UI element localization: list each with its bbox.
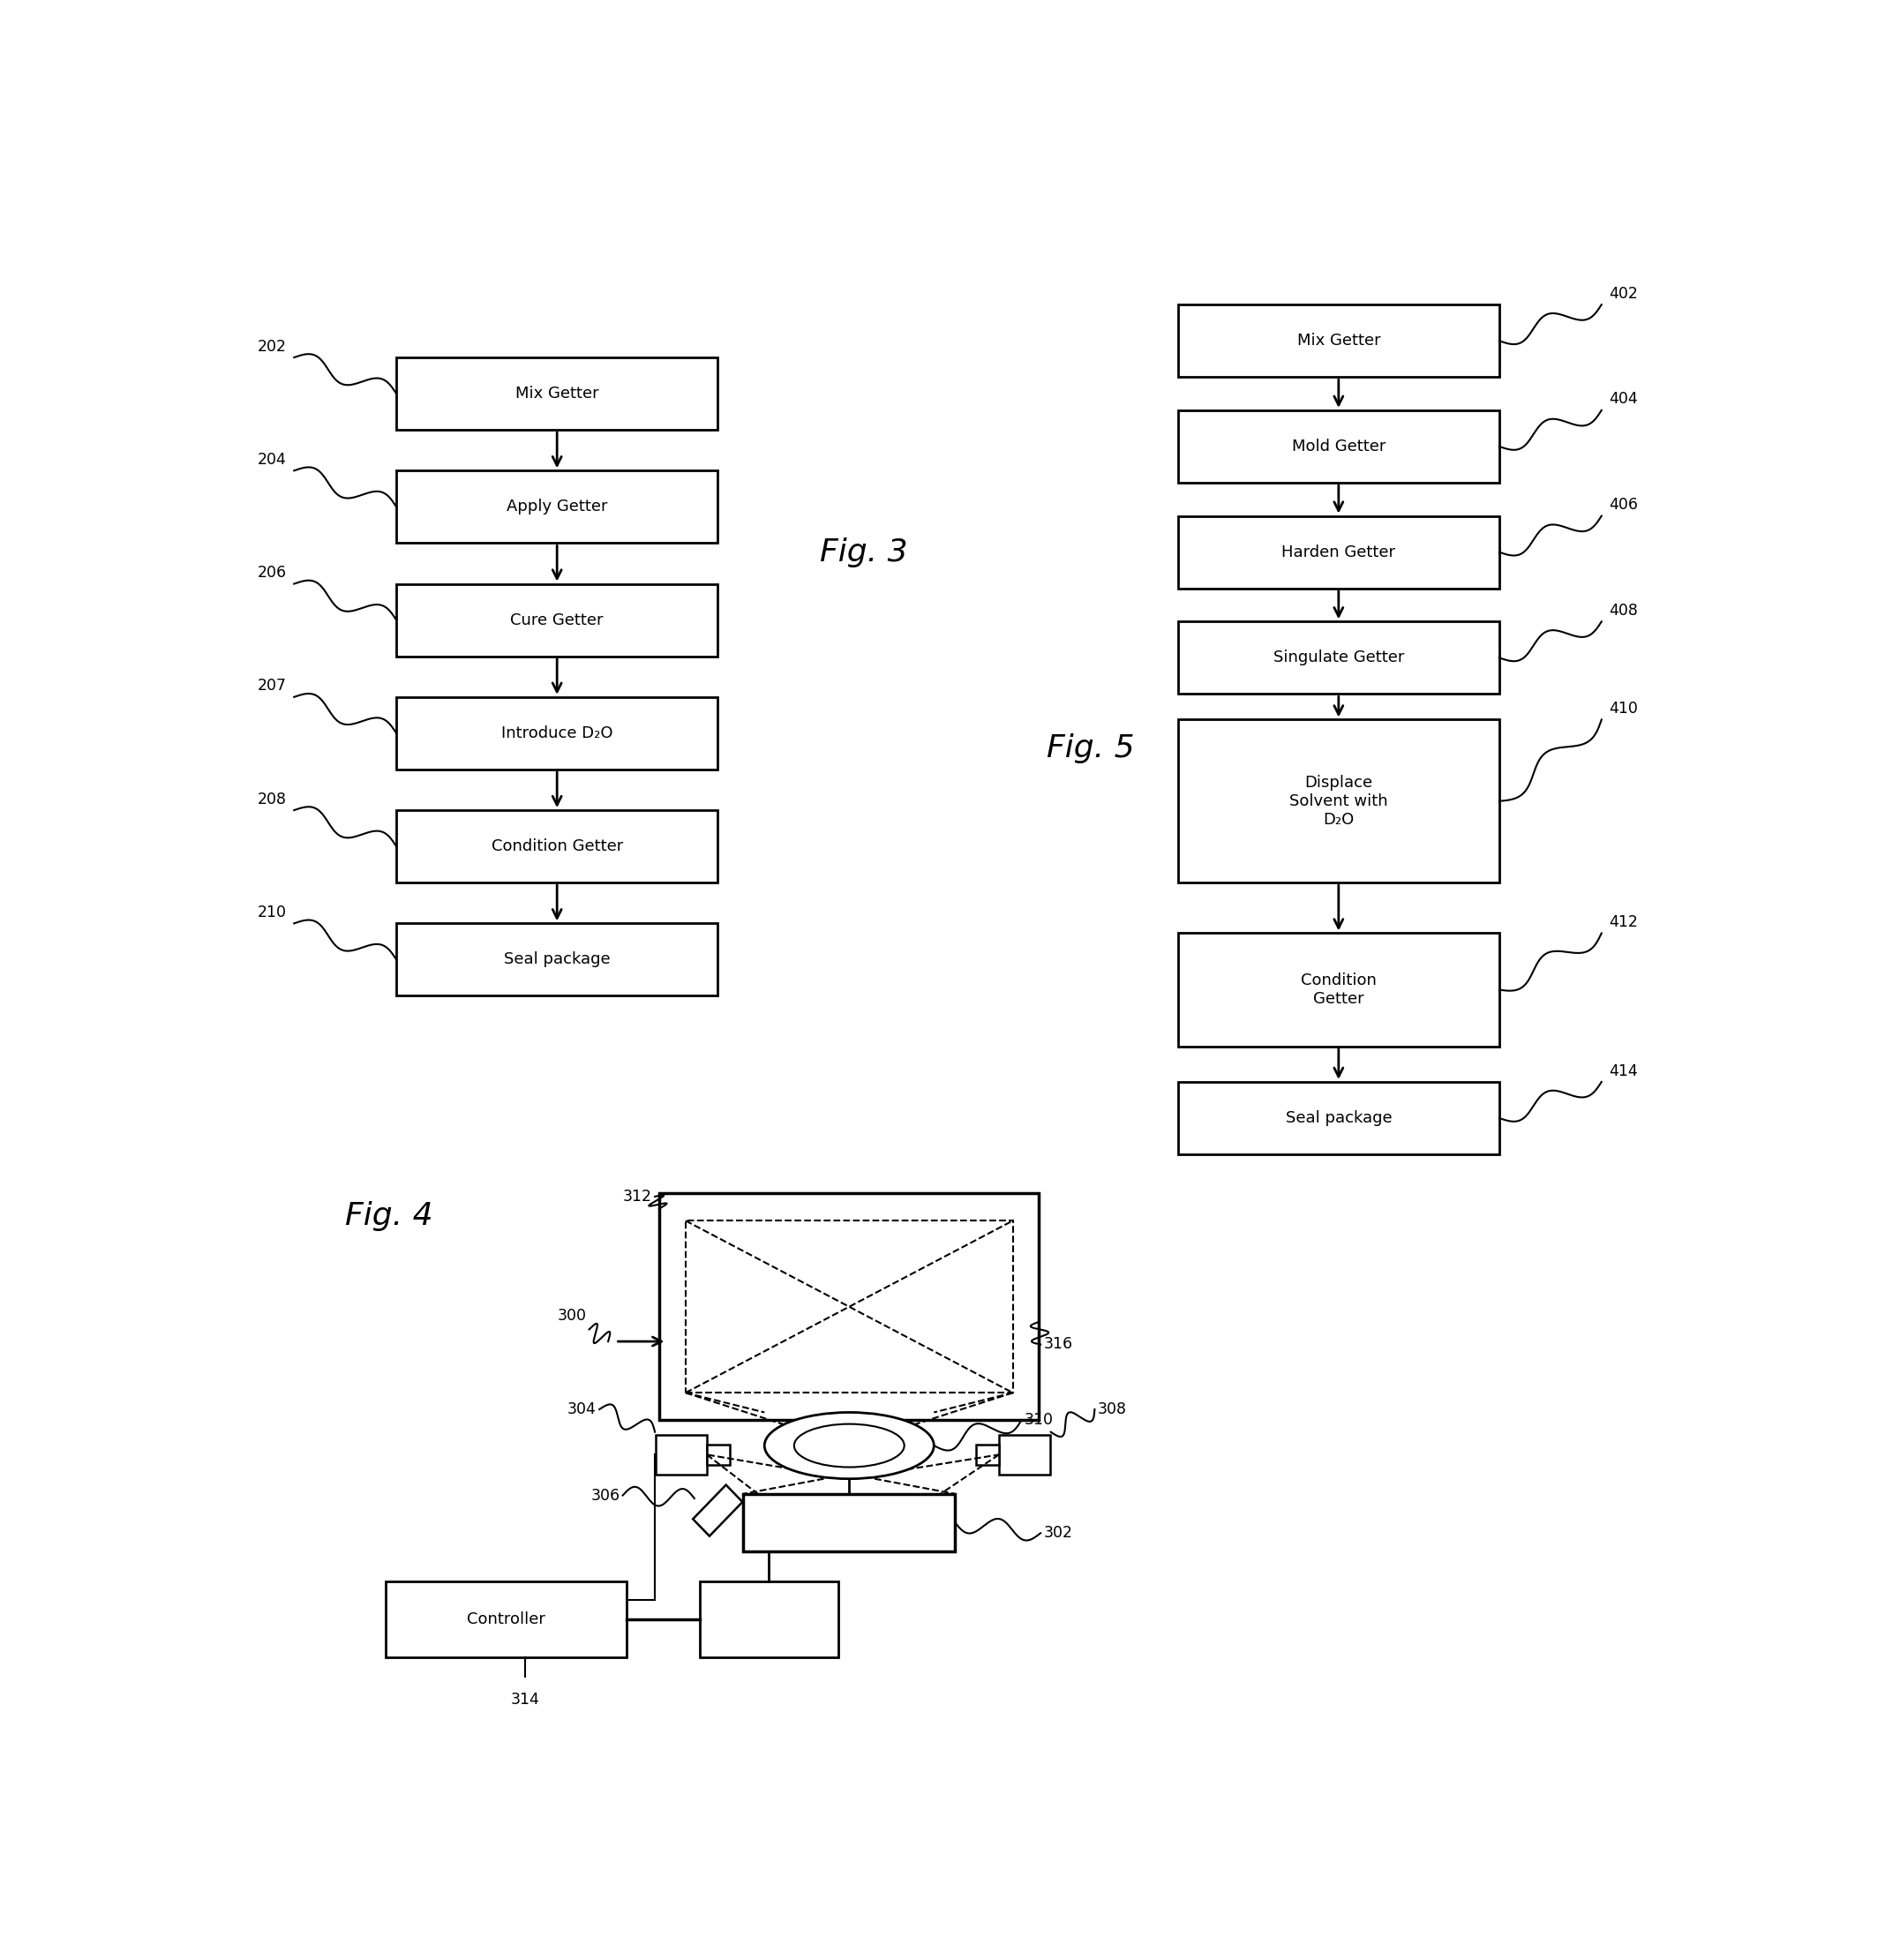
FancyBboxPatch shape [1178,410,1499,482]
Text: Controller: Controller [467,1611,545,1627]
FancyBboxPatch shape [743,1494,956,1550]
Text: Mix Getter: Mix Getter [1297,333,1380,349]
Text: 207: 207 [258,678,287,694]
FancyBboxPatch shape [660,1194,1039,1419]
Ellipse shape [765,1413,933,1478]
FancyBboxPatch shape [694,1486,743,1537]
Ellipse shape [794,1425,905,1468]
Text: Fig. 5: Fig. 5 [1046,733,1135,762]
Text: Displace
Solvent with
D₂O: Displace Solvent with D₂O [1289,774,1387,827]
Text: 208: 208 [258,792,287,808]
FancyBboxPatch shape [999,1435,1050,1474]
FancyBboxPatch shape [396,923,718,996]
Text: 308: 308 [1097,1401,1127,1417]
Text: Seal package: Seal package [503,953,611,968]
Text: 210: 210 [258,904,287,921]
FancyBboxPatch shape [707,1445,729,1464]
FancyBboxPatch shape [699,1582,839,1656]
Text: 412: 412 [1610,913,1638,931]
FancyBboxPatch shape [1178,1082,1499,1154]
Text: 402: 402 [1610,286,1638,302]
Text: Condition Getter: Condition Getter [492,839,622,855]
Text: 206: 206 [258,564,287,580]
Text: Seal package: Seal package [1286,1109,1391,1127]
Text: 414: 414 [1610,1062,1638,1078]
Text: Condition
Getter: Condition Getter [1301,972,1376,1007]
Text: 304: 304 [567,1401,596,1417]
Text: 204: 204 [258,451,287,468]
FancyBboxPatch shape [1178,515,1499,588]
Text: 316: 316 [1044,1337,1073,1352]
FancyBboxPatch shape [1178,621,1499,694]
Text: Harden Getter: Harden Getter [1282,545,1395,561]
FancyBboxPatch shape [686,1221,1012,1394]
Text: Fig. 3: Fig. 3 [820,537,909,566]
Text: 306: 306 [590,1488,620,1503]
Text: Fig. 4: Fig. 4 [345,1201,434,1231]
Text: Singulate Getter: Singulate Getter [1272,651,1404,666]
FancyBboxPatch shape [1178,933,1499,1047]
FancyBboxPatch shape [396,357,718,429]
Text: 302: 302 [1044,1525,1073,1541]
Text: Cure Getter: Cure Getter [511,612,603,627]
Text: 310: 310 [1025,1411,1054,1429]
Text: 312: 312 [622,1188,652,1205]
FancyBboxPatch shape [396,698,718,770]
Text: 408: 408 [1610,602,1638,619]
Text: Mix Getter: Mix Getter [515,386,599,402]
FancyBboxPatch shape [656,1435,707,1474]
Text: Introduce D₂O: Introduce D₂O [501,725,613,741]
Text: Mold Getter: Mold Getter [1291,439,1385,455]
Text: 202: 202 [258,339,287,355]
FancyBboxPatch shape [1178,719,1499,882]
Text: Apply Getter: Apply Getter [507,500,607,515]
FancyBboxPatch shape [385,1582,626,1656]
FancyBboxPatch shape [396,584,718,657]
Text: 410: 410 [1610,702,1638,717]
Text: 406: 406 [1610,498,1638,514]
FancyBboxPatch shape [976,1445,999,1464]
Text: 314: 314 [511,1691,539,1707]
FancyBboxPatch shape [396,470,718,543]
Text: 404: 404 [1610,392,1638,408]
FancyBboxPatch shape [396,809,718,882]
FancyBboxPatch shape [1178,304,1499,376]
Text: 300: 300 [558,1307,586,1323]
